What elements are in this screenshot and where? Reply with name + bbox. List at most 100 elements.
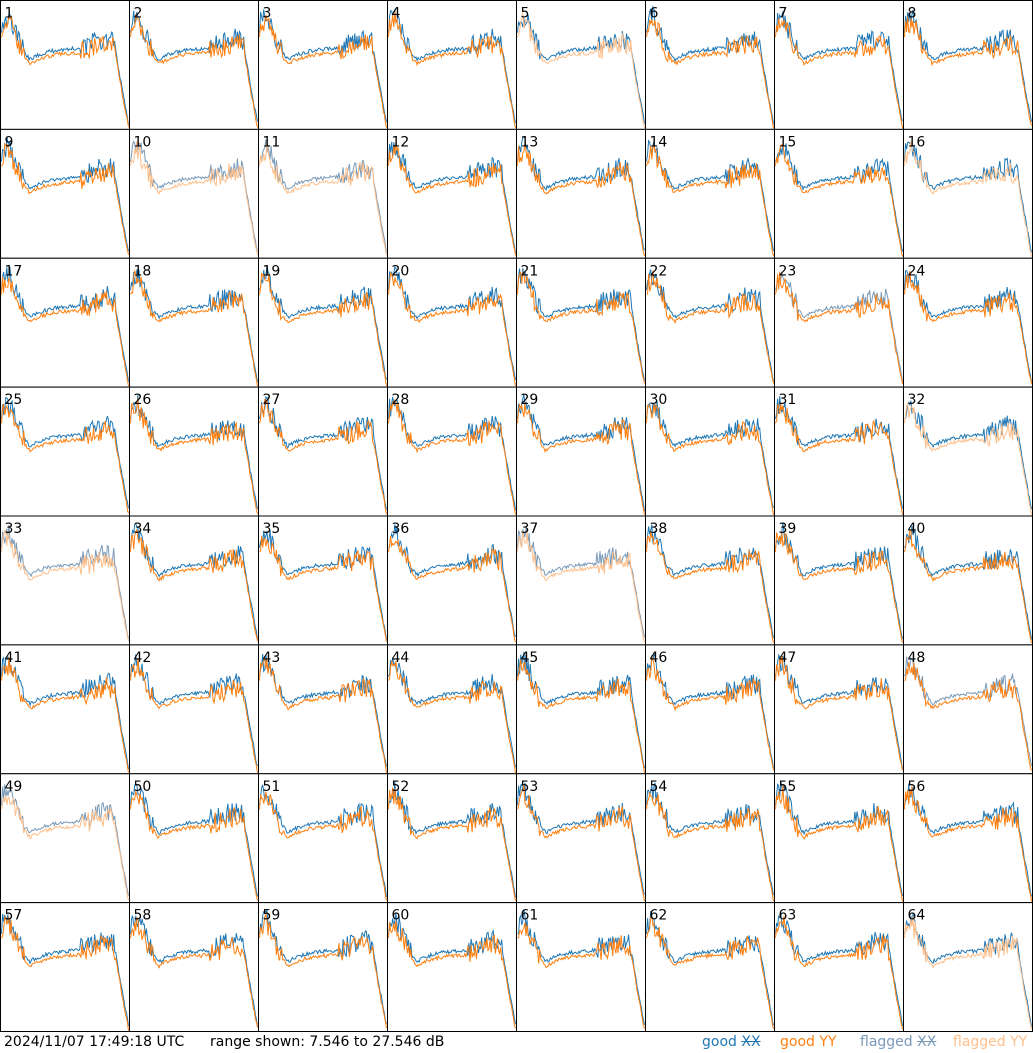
series-yy-line	[904, 16, 1032, 126]
panel-label: 1	[5, 6, 14, 22]
panel-label: 39	[779, 521, 797, 537]
series-yy-line	[1, 142, 129, 255]
series-yy-line	[517, 402, 645, 515]
series-yy-line	[775, 916, 903, 1030]
series-yy-line	[904, 529, 1032, 644]
panel-9: 9	[0, 128, 130, 259]
panel-label: 9	[5, 134, 14, 150]
series-xx-line	[388, 524, 516, 638]
series-xx-line	[1, 524, 129, 639]
series-xx-line	[130, 269, 258, 383]
panel-label: 23	[779, 263, 797, 279]
panel-label: 19	[263, 263, 281, 279]
series-yy-line	[1, 14, 129, 128]
panel-label: 28	[392, 392, 410, 408]
panel-1: 1	[0, 0, 130, 130]
series-yy-line	[517, 143, 645, 257]
series-xx-line	[775, 143, 903, 252]
series-xx-line	[259, 395, 387, 510]
panel-55: 55	[774, 773, 904, 904]
panel-frame	[0, 386, 130, 517]
series-yy-line	[646, 144, 774, 257]
panel-label: 42	[134, 650, 152, 666]
panel-18: 18	[129, 257, 259, 388]
panel-label: 34	[134, 521, 152, 537]
panel-frame	[258, 257, 388, 388]
legend-status: good	[780, 1034, 815, 1050]
panel-label: 40	[908, 521, 926, 537]
panel-label: 22	[650, 263, 668, 279]
series-yy-line	[646, 654, 774, 771]
panel-14: 14	[645, 128, 775, 259]
panel-41: 41	[0, 644, 130, 775]
panel-label: 10	[134, 134, 152, 150]
panel-52: 52	[387, 773, 517, 904]
series-xx-line	[259, 784, 387, 897]
series-yy-line	[388, 141, 516, 256]
legend-good-yy: good YY	[780, 1034, 836, 1050]
panel-label: 12	[392, 134, 410, 150]
panel-frame	[387, 644, 517, 775]
series-yy-line	[1, 276, 129, 387]
legend-flagged-yy: flagged YY	[953, 1034, 1027, 1050]
series-yy-line	[388, 660, 516, 773]
series-xx-line	[646, 910, 774, 1026]
series-xx-line	[904, 400, 1032, 510]
panel-22: 22	[645, 257, 775, 388]
panel-11: 11	[258, 128, 388, 259]
panel-15: 15	[774, 128, 904, 259]
panel-63: 63	[774, 902, 904, 1032]
series-yy-line	[646, 404, 774, 516]
panel-59: 59	[258, 902, 388, 1032]
panel-12: 12	[387, 128, 517, 259]
panel-frame	[645, 773, 775, 904]
series-yy-line	[517, 659, 645, 773]
series-xx-line	[646, 5, 774, 125]
panel-62: 62	[645, 902, 775, 1032]
panel-13: 13	[516, 128, 646, 259]
panel-frame	[774, 257, 904, 388]
panel-25: 25	[0, 386, 130, 517]
panel-39: 39	[774, 515, 904, 646]
panel-17: 17	[0, 257, 130, 388]
panel-27: 27	[258, 386, 388, 517]
panel-label: 4	[392, 6, 401, 22]
panel-23: 23	[774, 257, 904, 388]
panel-label: 37	[521, 521, 539, 537]
panel-frame	[129, 0, 259, 130]
panel-31: 31	[774, 386, 904, 517]
panel-label: 44	[392, 650, 410, 666]
panel-frame	[258, 515, 388, 646]
panel-frame	[516, 902, 646, 1032]
panel-label: 62	[650, 908, 668, 924]
series-xx-line	[259, 909, 387, 1024]
series-yy-line	[1, 403, 129, 514]
series-xx-line	[517, 528, 645, 638]
panel-26: 26	[129, 386, 259, 517]
series-xx-line	[775, 781, 903, 896]
series-yy-line	[1, 529, 129, 642]
panel-frame	[0, 773, 130, 904]
panel-label: 48	[908, 650, 926, 666]
series-yy-line	[259, 535, 387, 642]
panel-label: 61	[521, 908, 539, 924]
panel-frame	[387, 128, 517, 259]
panel-42: 42	[129, 644, 259, 775]
panel-54: 54	[645, 773, 775, 904]
series-yy-line	[388, 398, 516, 515]
series-xx-line	[517, 651, 645, 769]
panel-frame	[774, 773, 904, 904]
panel-label: 56	[908, 779, 926, 795]
panel-label: 49	[5, 779, 23, 795]
series-yy-line	[775, 404, 903, 516]
panel-16: 16	[903, 128, 1033, 259]
panel-57: 57	[0, 902, 130, 1032]
panel-20: 20	[387, 257, 517, 388]
series-xx-line	[130, 654, 258, 767]
series-xx-line	[646, 269, 774, 382]
panel-label: 36	[392, 521, 410, 537]
panel-label: 51	[263, 779, 281, 795]
panel-frame	[903, 902, 1033, 1032]
series-yy-line	[904, 786, 1032, 902]
